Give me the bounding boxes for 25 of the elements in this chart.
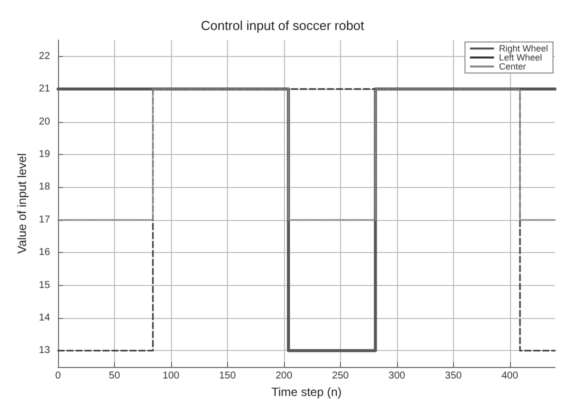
- x-tick-label: 200: [276, 370, 293, 382]
- y-tick-label: 17: [38, 214, 50, 226]
- x-tick-label: 350: [445, 370, 462, 382]
- x-tick-label: 250: [332, 370, 350, 382]
- x-axis-title: Time step (n): [271, 384, 342, 399]
- x-tick-label: 300: [388, 370, 406, 382]
- chart-title: Control input of soccer robot: [200, 18, 365, 33]
- x-tick-label: 150: [219, 370, 236, 382]
- x-tick-label: 0: [55, 370, 62, 382]
- y-tick-label: 18: [38, 182, 50, 193]
- y-tick-label: 19: [38, 148, 50, 160]
- y-tick-label: 21: [38, 84, 50, 95]
- y-tick-label: 13: [38, 345, 50, 356]
- x-tick-label: 50: [108, 370, 120, 382]
- y-tick-label: 14: [38, 312, 50, 324]
- y-tick-label: 15: [38, 280, 50, 291]
- y-tick-label: 16: [38, 247, 50, 258]
- x-tick-label: 400: [501, 370, 519, 382]
- y-tick-label: 22: [38, 50, 50, 62]
- y-axis-title: Value of input level: [15, 153, 29, 254]
- legend-label: Left Wheel: [498, 52, 542, 62]
- x-tick-label: 100: [162, 370, 180, 382]
- legend-label: Center: [498, 62, 526, 72]
- legend-label: Right Wheel: [498, 44, 548, 54]
- y-tick-label: 20: [38, 116, 50, 128]
